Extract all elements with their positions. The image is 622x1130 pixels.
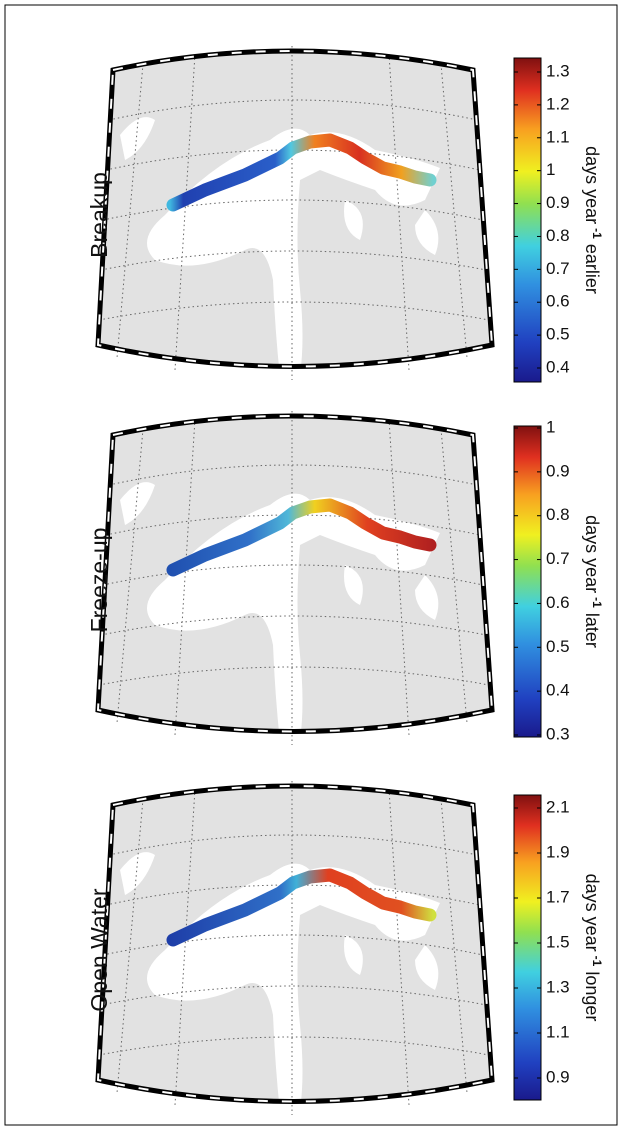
colorbar: [513, 794, 542, 1101]
label-text: days year: [582, 515, 602, 593]
colorbar: [513, 57, 542, 383]
colorbar-tick-label: 0.6: [546, 593, 570, 612]
colorbar-tick-label: 1.5: [546, 932, 570, 951]
trend-track: [166, 498, 437, 577]
colorbar-tick-label: 0.5: [546, 325, 570, 344]
colorbar-tick-label: 0.9: [546, 461, 570, 480]
label-sup: -1: [590, 597, 604, 608]
label-text: days year: [582, 874, 602, 952]
colorbar-tick-label: 1.1: [546, 127, 570, 146]
map-panel: [98, 46, 492, 380]
colorbar-tick-label: 0.9: [546, 193, 570, 212]
map-panel: [98, 411, 492, 745]
colorbar-tick-label: 0.8: [546, 226, 570, 245]
colorbar-tick-label: 1.7: [546, 887, 570, 906]
label-sup: -1: [590, 956, 604, 967]
colorbar-tick-label: 0.4: [546, 681, 570, 700]
panel-title: Breakup: [86, 172, 112, 258]
basemap: [98, 46, 492, 380]
colorbar-tick-label: 1.9: [546, 842, 570, 861]
colorbar-tick-label: 0.4: [546, 357, 570, 376]
label-text: days year: [582, 146, 602, 224]
colorbar-tick-label: 1.2: [546, 94, 570, 113]
colorbar-label: days year -1 earlier: [582, 146, 604, 294]
colorbar: [513, 425, 542, 738]
colorbar-tick-label: 1: [546, 160, 555, 179]
colorbar-label: days year -1 longer: [582, 874, 604, 1022]
basemap: [98, 781, 492, 1115]
panel-title: Open Water: [86, 888, 112, 1011]
trend-track: [166, 868, 437, 947]
colorbar-tick-label: 0.9: [546, 1067, 570, 1086]
colorbar-tick-label: 0.7: [546, 259, 570, 278]
colorbar-tick-label: 1.3: [546, 977, 570, 996]
trend-track: [166, 133, 437, 212]
colorbar-tick-label: 0.7: [546, 549, 570, 568]
colorbar-label: days year -1 later: [582, 515, 604, 648]
label-suffix: later: [582, 613, 602, 648]
figure-border: [4, 4, 618, 1126]
colorbar-tick-label: 0.5: [546, 637, 570, 656]
panel-title: Freeze-up: [86, 528, 112, 633]
colorbar-tick-label: 1.1: [546, 1022, 570, 1041]
colorbar-tick-label: 0.8: [546, 505, 570, 524]
label-sup: -1: [590, 228, 604, 239]
colorbar-tick-label: 1.3: [546, 61, 570, 80]
colorbar-tick-label: 0.3: [546, 724, 570, 743]
colorbar-tick-label: 0.6: [546, 292, 570, 311]
label-suffix: longer: [582, 971, 602, 1021]
label-suffix: earlier: [582, 244, 602, 294]
colorbar-tick-label: 1: [546, 417, 555, 436]
colorbar-tick-label: 2.1: [546, 797, 570, 816]
map-panel: [98, 781, 492, 1115]
basemap: [98, 411, 492, 745]
